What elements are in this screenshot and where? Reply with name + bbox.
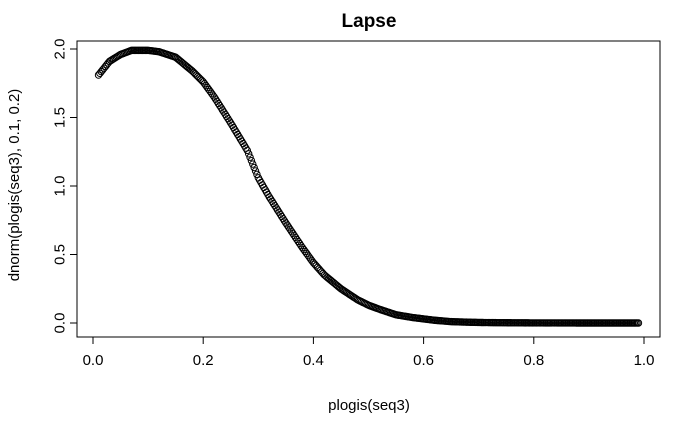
data-point	[244, 150, 253, 158]
data-point	[250, 163, 258, 172]
x-tick-label: 0.0	[83, 352, 104, 369]
x-axis: 0.0 0.2 0.4 0.6 0.8 1.0	[83, 336, 655, 369]
x-tick-label: 0.2	[193, 352, 214, 369]
data-point	[249, 160, 257, 168]
data-point	[253, 170, 261, 179]
data-point	[251, 167, 260, 175]
x-tick-label: 0.4	[303, 352, 324, 369]
x-tick-label: 1.0	[634, 352, 655, 369]
y-axis: 0.0 0.5 1.0 1.5 2.0	[52, 39, 78, 334]
chart-title: Lapse	[342, 11, 397, 32]
data-point	[247, 156, 256, 165]
data-point	[634, 319, 643, 327]
x-tick-label: 0.8	[523, 352, 544, 369]
y-tick-label: 2.0	[52, 39, 69, 60]
data-point	[243, 146, 251, 155]
data-points	[94, 46, 643, 327]
y-tick-label: 1.5	[52, 107, 69, 128]
y-axis-label: dnorm(plogis(seq3), 0.1, 0.2)	[6, 89, 23, 282]
y-tick-label: 1.0	[52, 176, 69, 197]
data-point	[246, 153, 254, 161]
plot-frame	[76, 40, 661, 338]
y-tick-label: 0.0	[52, 313, 69, 334]
x-axis-label: plogis(seq3)	[328, 397, 410, 414]
y-tick-label: 0.5	[52, 244, 69, 265]
x-tick-label: 0.6	[413, 352, 434, 369]
